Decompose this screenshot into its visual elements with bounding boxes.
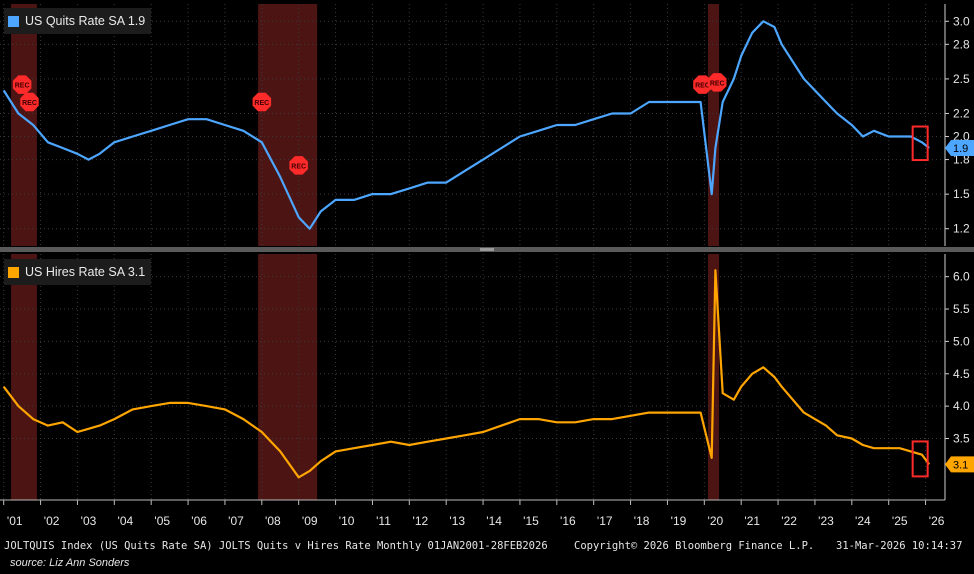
y-tick-label: 2.8 xyxy=(953,37,970,51)
x-tick-label: '18 xyxy=(634,514,650,528)
rec-marker: REC xyxy=(12,75,32,94)
x-tick-label: '26 xyxy=(929,514,945,528)
rec-marker-octagon xyxy=(693,75,712,94)
rec-marker-label: REC xyxy=(291,163,306,170)
x-tick-label: '13 xyxy=(449,514,465,528)
x-tick-label: '06 xyxy=(191,514,207,528)
panel-divider-handle xyxy=(480,248,494,251)
rec-marker-label: REC xyxy=(254,100,269,107)
quits-legend-label: US Quits Rate SA 1.9 xyxy=(25,14,146,28)
x-tick-label: '16 xyxy=(560,514,576,528)
highlight-box xyxy=(911,125,929,162)
rec-marker-label: REC xyxy=(15,83,30,90)
rec-marker-label: REC xyxy=(695,83,710,90)
hires-legend-swatch xyxy=(8,266,19,278)
rec-marker-octagon xyxy=(289,156,308,175)
rec-marker-octagon xyxy=(708,73,727,92)
x-tick-label: '09 xyxy=(302,514,318,528)
hires-legend-label: US Hires Rate SA 3.1 xyxy=(25,265,146,279)
x-tick-label: '17 xyxy=(597,514,613,528)
x-tick-label: '02 xyxy=(44,514,60,528)
x-tick-label: '08 xyxy=(265,514,281,528)
y-tick-label: 2.2 xyxy=(953,106,970,120)
recession-band xyxy=(11,254,37,500)
rec-marker-label: REC xyxy=(22,100,37,107)
quits-rate-line xyxy=(2,20,930,230)
last-value-tag-text: 3.1 xyxy=(953,459,968,471)
quits-last-value-tag: 1.9 xyxy=(945,140,974,157)
y-tick-label: 3.0 xyxy=(953,14,970,28)
x-tick-label: '24 xyxy=(855,514,871,528)
recession-band xyxy=(258,254,318,500)
x-tick-label: '21 xyxy=(744,514,760,528)
y-tick-label: 1.5 xyxy=(953,187,970,201)
x-tick-label: '14 xyxy=(486,514,502,528)
y-tick-label: 1.2 xyxy=(953,222,970,236)
rec-marker-octagon xyxy=(252,92,272,112)
y-tick-label: 2.0 xyxy=(953,130,970,144)
hires-legend: US Hires Rate SA 3.1 xyxy=(4,259,152,285)
y-tick-label: 5.5 xyxy=(953,302,970,316)
footer-series-info: JOLTQUIS Index (US Quits Rate SA) JOLTS … xyxy=(4,540,548,552)
x-tick-label: '12 xyxy=(413,514,429,528)
quits-legend-swatch xyxy=(8,15,19,27)
footer-copyright: Copyright© 2026 Bloomberg Finance L.P. xyxy=(574,540,815,552)
x-tick-label: '05 xyxy=(154,514,170,528)
y-tick-label: 3.5 xyxy=(953,432,970,446)
x-tick-label: '07 xyxy=(228,514,244,528)
last-value-tag-bg xyxy=(945,140,974,157)
recession-band xyxy=(258,4,318,246)
x-tick-label: '04 xyxy=(118,514,134,528)
x-tick-label: '22 xyxy=(781,514,797,528)
rec-marker: REC xyxy=(289,156,308,175)
hires-last-value-tag: 3.1 xyxy=(945,456,974,473)
recession-band xyxy=(708,4,720,246)
y-tick-label: 4.0 xyxy=(953,399,970,413)
rec-marker: REC xyxy=(693,75,712,94)
y-tick-label: 2.5 xyxy=(953,72,970,86)
y-tick-label: 1.8 xyxy=(953,153,970,167)
x-tick-label: '03 xyxy=(81,514,97,528)
rec-marker-label: REC xyxy=(710,80,725,87)
last-value-tag-text: 1.9 xyxy=(953,143,968,155)
source-credit: source: Liz Ann Sonders xyxy=(10,557,130,569)
x-tick-label: '10 xyxy=(339,514,355,528)
x-tick-label: '15 xyxy=(523,514,539,528)
x-tick-label: '23 xyxy=(818,514,834,528)
highlight-box xyxy=(911,440,929,478)
rec-marker: REC xyxy=(252,92,272,112)
last-value-tag-bg xyxy=(945,456,974,473)
rec-marker: REC xyxy=(708,73,727,92)
y-tick-label: 4.5 xyxy=(953,367,970,381)
y-tick-label: 5.0 xyxy=(953,334,970,348)
x-tick-label: '20 xyxy=(708,514,724,528)
x-tick-label: '25 xyxy=(892,514,908,528)
hires-rate-line xyxy=(2,269,931,479)
x-tick-label: '11 xyxy=(376,514,391,528)
rec-marker-octagon xyxy=(20,92,39,112)
footer-timestamp: 31-Mar-2026 10:14:37 xyxy=(836,540,963,552)
x-tick-label: '01 xyxy=(7,514,23,528)
y-tick-label: 6.0 xyxy=(953,270,970,284)
rec-marker: REC xyxy=(20,92,39,112)
x-tick-label: '19 xyxy=(671,514,687,528)
rec-marker-octagon xyxy=(12,75,32,94)
quits-legend: US Quits Rate SA 1.9 xyxy=(4,8,152,34)
